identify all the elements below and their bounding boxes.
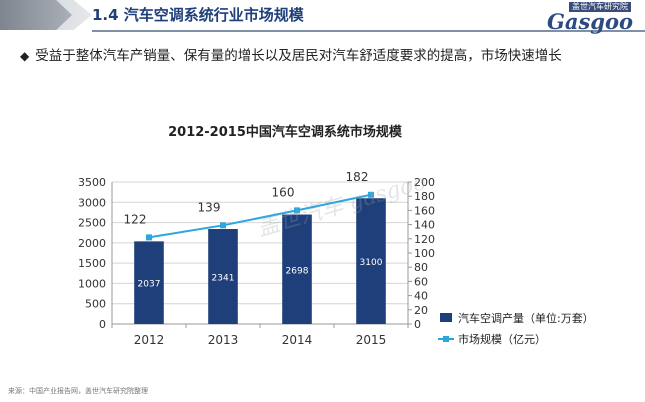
y-left-tick-label: 1000 (78, 277, 106, 290)
y-left-tick-label: 3000 (78, 196, 106, 209)
y-left-tick-label: 3500 (78, 176, 106, 189)
header-chevron-dark (0, 0, 72, 30)
watermark-text: 盖世汽车 gasgoo (255, 170, 429, 242)
line-point (294, 207, 300, 214)
header-divider (92, 30, 645, 32)
source-note: 来源：中国产业报告网，盖世汽车研究院整理 (8, 387, 148, 395)
bar (282, 214, 312, 324)
bar (134, 241, 164, 324)
y-left-tick-label: 2000 (78, 237, 106, 250)
x-tick-label: 2012 (134, 333, 165, 347)
line-point (220, 222, 226, 229)
y-right-tick-label: 60 (414, 275, 428, 288)
y-right-tick-label: 140 (414, 219, 435, 232)
y-left-tick-label: 1500 (78, 257, 106, 270)
y-right-tick-label: 160 (414, 204, 435, 217)
legend-swatch-bar (440, 313, 452, 322)
y-right-tick-label: 80 (414, 261, 428, 274)
x-tick-label: 2013 (208, 333, 239, 347)
bar-data-label: 2341 (212, 274, 235, 284)
line-series (148, 193, 372, 239)
x-tick-label: 2014 (282, 333, 313, 347)
line-data-label: 160 (272, 185, 295, 199)
x-tick-label: 2015 (356, 333, 387, 347)
y-left-tick-label: 2500 (78, 217, 106, 230)
header-bar: 1.4 汽车空调系统行业市场规模 盖世汽车研究院 Gasgoo (0, 0, 645, 34)
line-point (146, 234, 152, 241)
bar-data-label: 3100 (360, 258, 383, 268)
y-right-tick-label: 20 (414, 304, 428, 317)
gasgoo-logo: 盖世汽车研究院 Gasgoo (517, 2, 635, 34)
line-point (368, 191, 374, 198)
bar (356, 198, 386, 324)
line-data-label: 182 (346, 170, 369, 184)
section-title: 1.4 汽车空调系统行业市场规模 (92, 6, 304, 24)
bar-data-label: 2037 (138, 280, 161, 290)
line-data-label: 122 (124, 212, 147, 226)
chart-title: 2012-2015中国汽车空调系统市场规模 (168, 124, 403, 140)
y-left-tick-label: 0 (99, 318, 106, 331)
bullet-text: 受益于整体汽车产销量、保有量的增长以及居民对汽车舒适度要求的提高，市场快速增长 (35, 48, 562, 64)
bar-data-label: 2698 (286, 266, 309, 276)
logo-wordmark: Gasgoo (546, 9, 633, 34)
y-right-tick-label: 200 (414, 176, 435, 189)
legend-label-line: 市场规模（亿元） (458, 332, 546, 346)
legend-swatch-line-marker (443, 336, 449, 342)
y-right-tick-label: 120 (414, 233, 435, 246)
legend-label-bar: 汽车空调产量（单位:万套） (458, 311, 594, 325)
y-right-tick-label: 100 (414, 247, 435, 260)
line-data-label: 139 (198, 200, 221, 214)
y-left-tick-label: 500 (85, 298, 106, 311)
y-right-tick-label: 40 (414, 290, 428, 303)
diamond-icon: ◆ (20, 49, 30, 63)
y-right-tick-label: 180 (414, 190, 435, 203)
bar (208, 229, 238, 324)
bullet-point: ◆ 受益于整体汽车产销量、保有量的增长以及居民对汽车舒适度要求的提高，市场快速增长 (20, 44, 562, 64)
y-right-tick-label: 0 (414, 318, 421, 331)
logo-subtitle: 盖世汽车研究院 (569, 2, 631, 12)
